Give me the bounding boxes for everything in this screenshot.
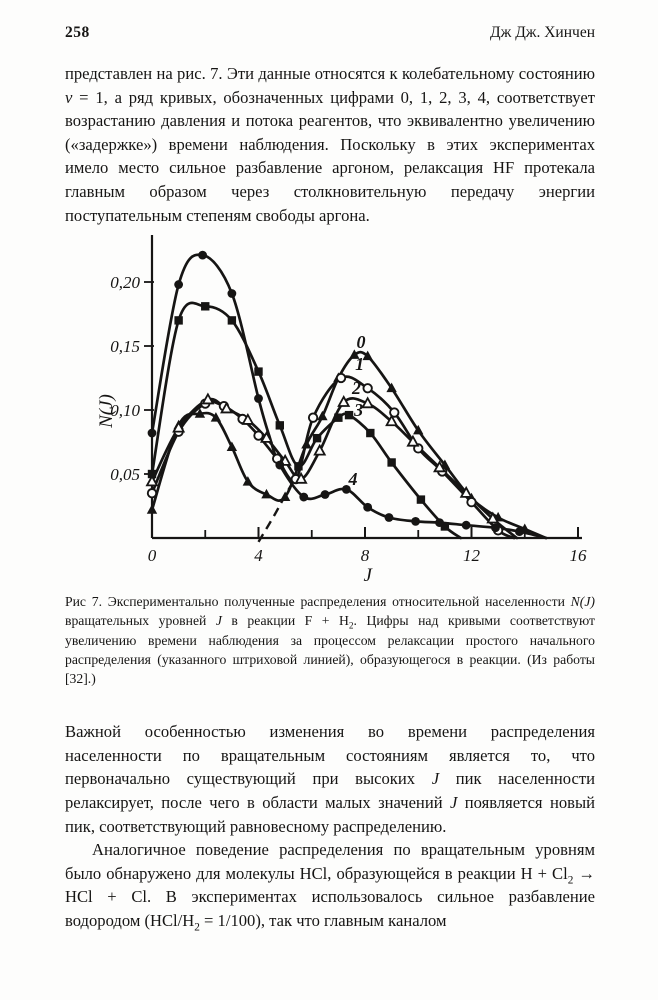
svg-text:1: 1 — [355, 354, 364, 374]
svg-text:2: 2 — [351, 378, 361, 398]
running-head-author: Дж Дж. Хинчен — [490, 24, 595, 41]
paragraph-2: Важной особенностью изменения во времени… — [65, 722, 595, 836]
svg-text:0,15: 0,15 — [110, 337, 140, 356]
svg-text:0,10: 0,10 — [110, 401, 140, 420]
paragraph-3: Аналогичное поведение распределения по в… — [65, 840, 595, 934]
svg-text:J: J — [363, 565, 373, 583]
svg-text:0: 0 — [357, 332, 366, 352]
svg-text:0,20: 0,20 — [110, 273, 140, 292]
running-header: 258 Дж Дж. Хинчен — [65, 24, 595, 42]
svg-text:8: 8 — [361, 546, 370, 565]
figure-7: 0 4 8 12 16 0,05 0,10 0,15 0,20 N(J) J 0 1 2 3 4 Рис 7.… — [65, 231, 595, 688]
svg-text:4: 4 — [348, 469, 358, 489]
svg-text:12: 12 — [463, 546, 481, 565]
svg-text:3: 3 — [353, 400, 363, 420]
svg-text:N(J): N(J) — [96, 394, 117, 429]
figure-7-caption: Рис 7. Экспериментально полученные распр… — [65, 594, 595, 686]
svg-text:0,05: 0,05 — [110, 465, 140, 484]
svg-text:0: 0 — [148, 546, 157, 565]
svg-text:4: 4 — [254, 546, 263, 565]
svg-text:16: 16 — [570, 546, 588, 565]
paragraph-1: представлен на рис. 7. Эти данные относя… — [65, 64, 595, 225]
page-number: 258 — [65, 24, 90, 41]
